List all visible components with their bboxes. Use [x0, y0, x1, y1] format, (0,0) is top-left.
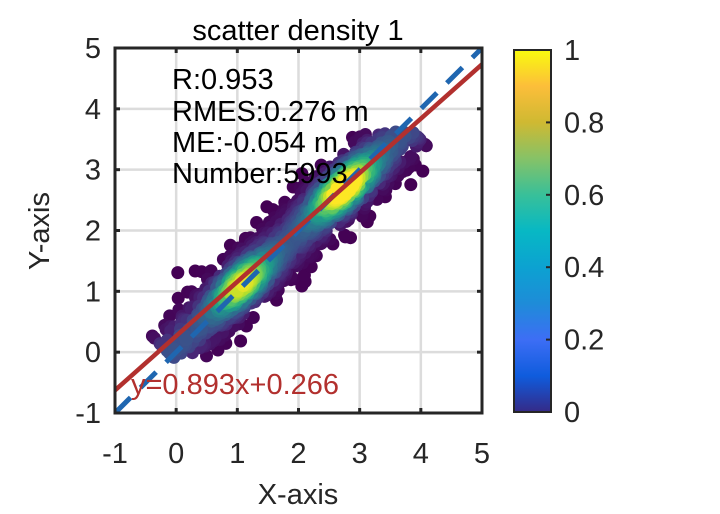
x-axis-label: X-axis — [258, 479, 339, 511]
colorbar: 0 0.2 0.4 0.6 0.8 1 — [513, 35, 604, 429]
y-tick-label: -1 — [75, 398, 101, 430]
stat-r: R:0.953 — [172, 64, 274, 96]
colorbar-ticks — [546, 121, 551, 341]
scatter-point — [246, 311, 260, 324]
colorbar-tick-labels: 0 0.2 0.4 0.6 0.8 1 — [564, 35, 604, 429]
fit-equation: y=0.893x+0.266 — [131, 369, 339, 401]
y-axis-label: Y-axis — [24, 192, 56, 270]
identity-line — [115, 48, 482, 413]
x-tick-label: 4 — [413, 438, 429, 470]
x-tick-label: 3 — [352, 438, 368, 470]
y-tick-label: 5 — [85, 33, 101, 65]
y-tick-label: 2 — [85, 216, 101, 248]
colorbar-tick-label: 0 — [564, 397, 580, 429]
y-tick-label: 4 — [85, 94, 101, 126]
colorbar-tick-label: 0.2 — [564, 325, 604, 357]
y-tick-label: 1 — [85, 276, 101, 308]
scatter-point — [180, 330, 194, 344]
x-tick-label: 1 — [229, 438, 245, 470]
colorbar-tick-label: 1 — [564, 35, 580, 67]
stats-annotation: R:0.953 RMES:0.276 m ME:-0.054 m Number:… — [172, 64, 369, 190]
colorbar-tick-label: 0.6 — [564, 180, 604, 212]
x-tick-label: 0 — [168, 438, 184, 470]
stat-rmse: RMES:0.276 m — [172, 96, 369, 128]
scatter-point — [234, 334, 248, 348]
scatter-point — [338, 228, 352, 242]
scatter-point — [404, 178, 418, 192]
y-tick-labels: -1 0 1 2 3 4 5 — [75, 33, 101, 430]
colorbar-gradient — [513, 49, 552, 413]
scatter-point — [171, 291, 185, 305]
y-tick-label: 0 — [85, 337, 101, 369]
x-tick-label: -1 — [102, 438, 128, 470]
x-tick-label: 2 — [290, 438, 306, 470]
x-tick-labels: -1 0 1 2 3 4 5 — [102, 438, 490, 470]
scatter-point — [171, 266, 185, 280]
x-tick-label: 5 — [474, 438, 490, 470]
y-tick-label: 3 — [85, 155, 101, 187]
stat-number: Number:5993 — [172, 158, 348, 190]
colorbar-tick-label: 0.4 — [564, 252, 604, 284]
chart-title: scatter density 1 — [192, 15, 403, 47]
fit-line — [115, 62, 482, 392]
stat-me: ME:-0.054 m — [172, 127, 338, 159]
tick-marks — [115, 48, 482, 413]
colorbar-tick-label: 0.8 — [564, 107, 604, 139]
